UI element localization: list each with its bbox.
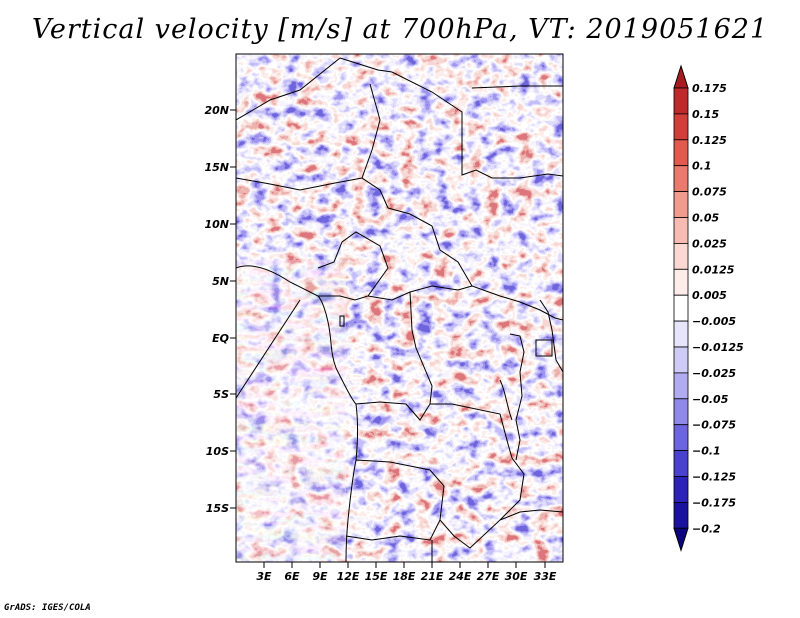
lon-label: 18E xyxy=(393,570,416,583)
colorbar-bin xyxy=(673,398,689,426)
lon-label: 33E xyxy=(534,570,557,583)
lat-label: 5N xyxy=(212,275,229,288)
lat-label: 10N xyxy=(204,218,229,231)
colorbar-label: −0.075 xyxy=(692,419,736,432)
lon-label: 6E xyxy=(284,570,300,583)
colorbar-bin xyxy=(673,217,689,244)
colorbar: 0.175 0.15 0.125 0.1 0.075 0.05 0.025 0.0125 0.0… xyxy=(673,64,744,552)
colorbar-bin xyxy=(673,242,689,270)
colorbar-label: 0.175 xyxy=(692,82,727,95)
colorbar-label: −0.05 xyxy=(692,393,729,406)
lat-label: 10S xyxy=(206,445,229,458)
colorbar-label: 0.005 xyxy=(692,289,727,302)
colorbar-label: −0.175 xyxy=(692,496,736,509)
colorbar-bin xyxy=(673,294,689,322)
latitude-axis xyxy=(230,109,236,509)
map-title: Vertical velocity [m/s] at 700hPa, VT: 2… xyxy=(31,14,769,45)
lat-label: EQ xyxy=(212,332,229,345)
lat-label: 5S xyxy=(213,388,229,401)
colorbar-label: −0.125 xyxy=(692,471,736,484)
colorbar-bin xyxy=(673,191,689,218)
colorbar-bin xyxy=(673,165,689,192)
colorbar-bin xyxy=(673,501,689,529)
colorbar-label: −0.2 xyxy=(692,522,721,535)
grads-credit: GrADS: IGES/COLA xyxy=(4,603,91,613)
lon-label: 27E xyxy=(477,570,500,583)
map-frame xyxy=(235,53,564,563)
country-borders xyxy=(236,57,563,562)
lat-label: 15S xyxy=(206,502,229,515)
colorbar-bin xyxy=(673,476,689,503)
colorbar-label: −0.005 xyxy=(692,315,736,328)
colorbar-bin xyxy=(673,346,689,374)
lon-label: 15E xyxy=(365,570,388,583)
lat-label: 20N xyxy=(204,104,229,117)
lon-label: 3E xyxy=(256,570,272,583)
colorbar-label: 0.15 xyxy=(692,108,719,121)
colorbar-label: 0.125 xyxy=(692,134,727,147)
colorbar-bin xyxy=(673,139,689,167)
colorbar-label: 0.05 xyxy=(692,212,719,225)
velocity-field xyxy=(236,54,563,562)
colorbar-label: 0.0125 xyxy=(692,263,735,276)
colorbar-bin xyxy=(673,87,689,115)
colorbar-bin xyxy=(673,424,689,452)
colorbar-bin xyxy=(673,268,689,296)
colorbar-bin xyxy=(673,113,689,141)
colorbar-label: 0.1 xyxy=(692,160,712,173)
colorbar-bin xyxy=(673,450,689,477)
lon-label: 12E xyxy=(337,570,360,583)
longitude-axis xyxy=(263,562,546,568)
colorbar-label: 0.025 xyxy=(692,237,727,250)
colorbar-label: −0.1 xyxy=(692,445,721,458)
lon-label: 24E xyxy=(449,570,472,583)
colorbar-label: −0.0125 xyxy=(692,341,744,354)
colorbar-arrow-top xyxy=(673,64,689,89)
colorbar-arrow-bottom xyxy=(673,527,689,552)
lon-label: 21E xyxy=(421,570,444,583)
colorbar-label: −0.025 xyxy=(692,367,736,380)
lat-label: 15N xyxy=(204,161,229,174)
colorbar-bin xyxy=(673,320,689,348)
colorbar-label: 0.075 xyxy=(692,186,727,199)
lon-label: 30E xyxy=(505,570,528,583)
lon-label: 9E xyxy=(312,570,328,583)
colorbar-bin xyxy=(673,372,689,400)
